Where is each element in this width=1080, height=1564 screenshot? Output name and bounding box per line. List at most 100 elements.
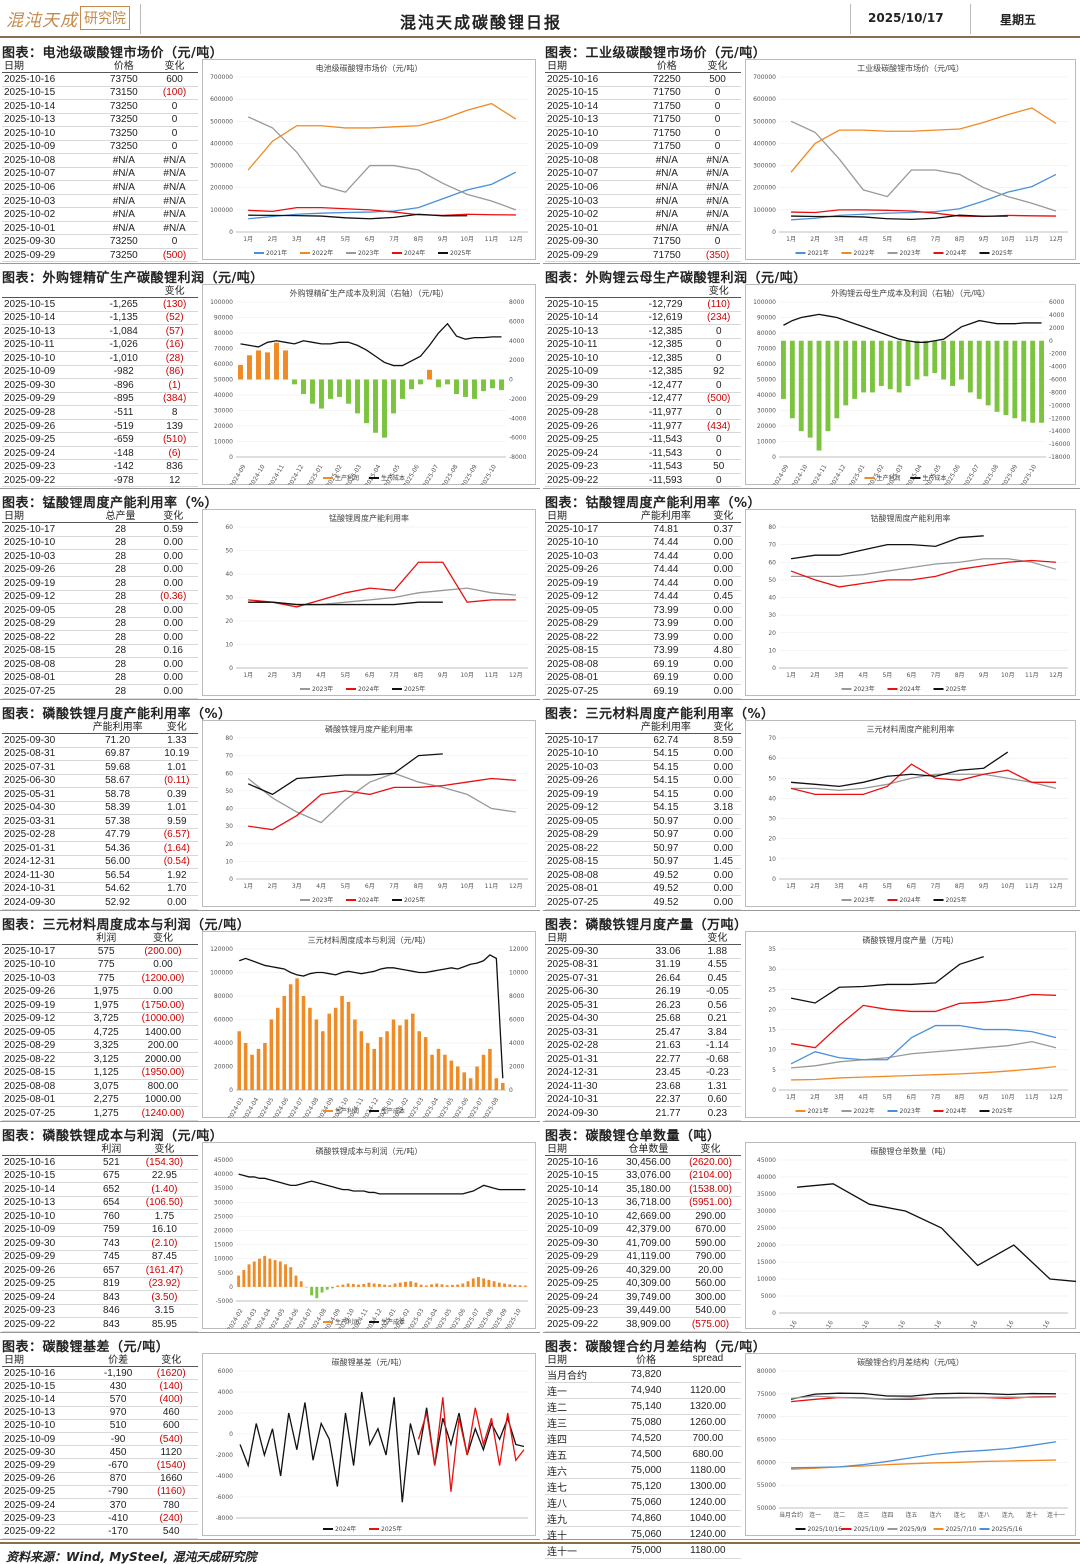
legend-label: 2023年 [854, 896, 875, 904]
profit-bar [443, 1054, 447, 1090]
value-cell: 970 [91, 1406, 145, 1420]
y-tick-label: 0 [229, 1431, 233, 1438]
y-tick-label: 0 [229, 229, 233, 236]
profit-bar [359, 1031, 364, 1090]
change-cell: 1120 [144, 1445, 198, 1460]
profit-bar [362, 1284, 366, 1287]
y-tick-label: 20 [768, 836, 776, 843]
date-cell: 2025-09-26 [2, 1263, 92, 1278]
y-tick-label: 0 [772, 1087, 776, 1094]
table-row: 2025-06-30 58.67 (0.11) [2, 774, 198, 788]
profit-bar [276, 1007, 280, 1090]
legend-label: 2025/10/9 [854, 1526, 885, 1533]
date-cell: 2025-09-29 [545, 1250, 617, 1264]
change-cell: 1000.00 [127, 1093, 198, 1107]
change-cell: #N/A [694, 194, 741, 209]
date-cell: 2025-10-03 [2, 549, 93, 564]
series-line [790, 993, 1056, 1049]
x-tick-label: 4月 [858, 236, 868, 243]
date-cell: 2025-10-07 [545, 167, 640, 182]
value-cell: -11,977 [634, 419, 697, 434]
table-header-cell: 价差 [91, 1351, 145, 1367]
x-tick-label: 8月 [955, 1094, 965, 1101]
change-cell: 0.37 [705, 522, 741, 537]
chart-title: 磷酸铁锂月度产能利用率 [325, 724, 413, 734]
report-header: 混沌天成 研究院 混沌天成碳酸锂日报 2025/10/17 星期五 [0, 0, 1080, 38]
series-line [248, 561, 516, 608]
value-cell: 28 [92, 617, 149, 631]
value-cell: -142 [96, 459, 152, 474]
change-cell: (384) [151, 392, 198, 407]
legend-label: 2024年 [900, 685, 921, 693]
profit-bar [941, 340, 947, 380]
date-cell: 2025-08-29 [545, 828, 627, 842]
change-cell: 0.00 [705, 576, 741, 591]
date-cell: 2025-01-31 [2, 841, 80, 856]
table-row: 2025-09-05 4,725 1400.00 [2, 1025, 198, 1040]
table-row: 2025-07-25 28 0.00 [2, 684, 198, 699]
x-tick-label: 10月 [1001, 883, 1015, 890]
profit-bar [237, 1031, 241, 1090]
x-tick-label: 12月 [1049, 672, 1063, 679]
change-cell: 1.01 [155, 760, 198, 775]
table-row: 2025-10-13 -1,084 (57) [2, 324, 198, 339]
table-row: 2025-10-17 28 0.59 [2, 522, 198, 537]
value-cell: 3,325 [84, 1039, 128, 1053]
value-cell: -1,026 [96, 338, 152, 353]
date-cell: 2025-08-15 [545, 855, 627, 869]
x-tick-label: 当月合约 [779, 1511, 803, 1519]
x-tick-label: 10月 [460, 672, 474, 679]
chart-p6: 钴酸锂周度产能利用率 80 70 60 50 40 30 20 10 0 1月 2月 3月 4月 5月 6月 7… [745, 509, 1076, 696]
change-cell: 1300.00 [674, 1478, 741, 1495]
table-row: 2025-10-10 42,669.00 290.00 [545, 1209, 741, 1224]
data-table: 日期 价差 变化 2025-10-16 -1,190 (1620) 2025-10-15 43… [2, 1351, 198, 1539]
table-row: 2025-09-29 -12,477 (500) [545, 392, 741, 407]
y-tick-label: 60 [225, 770, 233, 777]
change-cell: 10.19 [155, 747, 198, 761]
y-tick-label: 40 [768, 595, 776, 602]
change-cell: #N/A [694, 207, 741, 222]
x-tick-label: 4月 [316, 236, 326, 243]
date-cell: 2025-10-17 [545, 733, 627, 748]
table-row: 2025-09-30 41,709.00 590.00 [545, 1236, 741, 1251]
profit-bar [414, 1282, 418, 1287]
profit-bar [807, 340, 813, 438]
value-cell: -11,543 [634, 446, 697, 461]
value-cell: 71750 [639, 99, 695, 114]
date-cell: 2025-10-03 [545, 194, 640, 209]
value-cell: 54.62 [79, 882, 156, 896]
value-cell: 25.68 [642, 1012, 694, 1026]
profit-bar [333, 1007, 338, 1090]
change-cell: 0 [696, 446, 741, 461]
x-tick-label: 4月 [858, 883, 868, 890]
y-tick-label: 45000 [214, 1157, 233, 1164]
table-row: 2025-10-10 73250 0 [2, 126, 198, 141]
date-cell: 2024-09-30 [2, 895, 80, 910]
y-tick-label: 60 [225, 524, 233, 531]
change-cell: 1320.00 [674, 1398, 741, 1415]
series-line [791, 209, 1056, 218]
chart-svg: 钴酸锂周度产能利用率 80 70 60 50 40 30 20 10 0 1月 2月 3月 4月 5月 6月 7… [745, 509, 1076, 696]
y-tick-label: 5 [772, 1067, 776, 1074]
change-cell: (234) [696, 311, 741, 326]
profit-bar [289, 1267, 293, 1287]
change-cell: (1.40) [130, 1182, 198, 1197]
x-tick-label: 5月 [341, 236, 351, 243]
change-cell: 87.45 [130, 1250, 198, 1264]
value-cell: #N/A [96, 194, 152, 209]
date-cell: 2025-10-06 [545, 180, 640, 195]
table-row: 2025-08-08 28 0.00 [2, 657, 198, 672]
series-line [790, 120, 1057, 212]
legend-label: 2022年 [854, 1107, 875, 1115]
value-cell: #N/A [639, 221, 695, 236]
table-header-cell [2, 282, 97, 298]
date-cell: 2025-10-02 [2, 207, 97, 222]
table-row: 2025-08-15 73.99 4.80 [545, 644, 741, 658]
table-row: 2025-10-07 #N/A #N/A [2, 167, 198, 182]
date-cell: 连九 [545, 1510, 618, 1527]
table-row: 2025-09-29 745 87.45 [2, 1250, 198, 1264]
table-row: 2025-09-22 -170 540 [2, 1524, 198, 1539]
data-table: 日期 总产量 变化 2025-10-17 28 0.59 2025-10-10 28 0.00 2… [2, 507, 198, 699]
profit-bar [325, 1286, 329, 1290]
x-tick-label: 10月 [460, 883, 474, 890]
